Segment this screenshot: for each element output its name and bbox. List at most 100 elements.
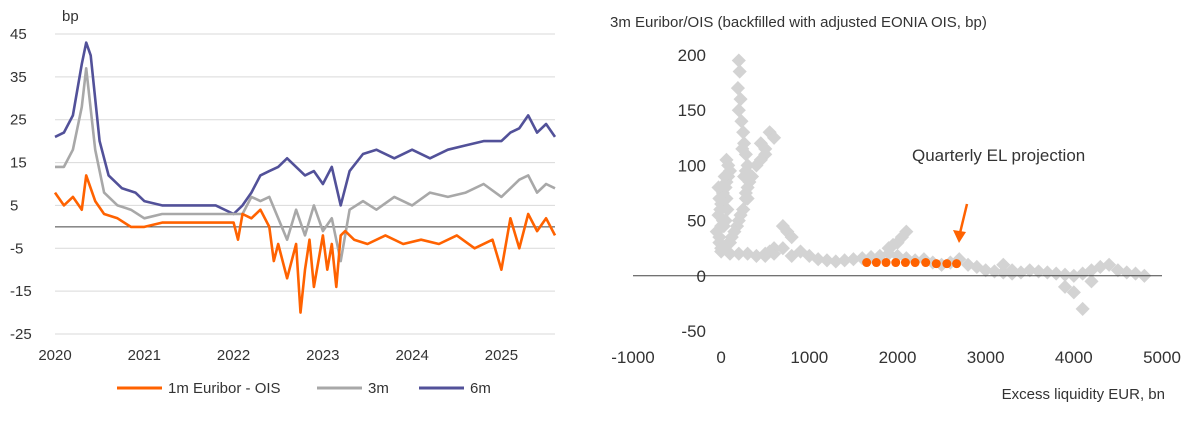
left-series-lines <box>53 41 557 314</box>
history-point <box>1066 285 1081 300</box>
left-x-tick-label: 2023 <box>306 347 339 364</box>
left-y-tick-label: 45 <box>10 26 27 43</box>
history-point <box>731 103 746 118</box>
history-point <box>734 114 749 129</box>
right-scatter-chart: 3m Euribor/OIS (backfilled with adjusted… <box>610 14 1181 403</box>
annotation-arrow <box>953 203 969 243</box>
history-point <box>753 152 768 167</box>
history-point <box>819 253 835 268</box>
legend-label-3m: 3m <box>368 380 389 397</box>
projection-point <box>900 258 910 268</box>
history-point <box>733 92 748 107</box>
history-point <box>775 241 790 256</box>
history-point <box>736 125 751 140</box>
legend-label-6m: 6m <box>470 380 491 397</box>
history-point <box>712 191 727 206</box>
left-x-tick-label: 2025 <box>485 347 518 364</box>
right-y-tick-label: -50 <box>681 322 706 341</box>
history-point <box>713 202 728 217</box>
left-x-tick-labels: 2020 2021 2022 2023 2024 2025 <box>38 347 518 364</box>
left-y-tick-label: 25 <box>10 112 27 129</box>
history-point <box>714 219 729 234</box>
projection-point <box>862 258 872 268</box>
left-y-tick-label: 15 <box>10 155 27 172</box>
series-6m-line <box>54 41 557 216</box>
right-x-tick-label: 4000 <box>1055 348 1093 367</box>
right-x-tick-label: 5000 <box>1143 348 1181 367</box>
projection-point <box>931 259 941 269</box>
left-y-tick-labels: 45 35 25 15 5 -5 -15 -25 <box>10 26 32 343</box>
projection-annotation: Quarterly EL projection <box>912 146 1085 165</box>
history-point <box>766 130 782 145</box>
history-point <box>811 252 826 267</box>
history-point <box>987 264 1002 279</box>
history-point <box>1005 263 1020 278</box>
history-point <box>736 202 751 217</box>
left-y-tick-label: 35 <box>10 69 27 86</box>
history-point <box>717 169 732 184</box>
series-3m-line <box>55 67 556 263</box>
right-y-tick-label: 50 <box>687 212 706 231</box>
right-y-tick-label: 150 <box>678 101 706 120</box>
history-point <box>744 169 760 184</box>
right-y-tick-label: 100 <box>678 156 706 175</box>
left-x-tick-label: 2022 <box>217 347 250 364</box>
history-point <box>952 252 967 267</box>
left-unit-label: bp <box>62 8 79 25</box>
projection-point <box>910 258 920 268</box>
history-point <box>1102 257 1117 272</box>
series-1m-line <box>53 174 557 314</box>
history-point <box>722 246 738 261</box>
right-history-points <box>709 53 1152 316</box>
right-y-tick-label: 0 <box>697 267 706 286</box>
history-point <box>719 152 734 167</box>
left-y-tick-label: -25 <box>10 326 32 343</box>
history-point <box>738 147 753 162</box>
right-chart-title: 3m Euribor/OIS (backfilled with adjusted… <box>610 14 987 31</box>
right-y-tick-labels: 200 150 100 50 0 -50 <box>678 46 706 341</box>
right-x-tick-label: -1000 <box>611 348 654 367</box>
left-y-tick-label: -15 <box>10 283 32 300</box>
history-point <box>714 241 729 256</box>
left-y-tick-label: 5 <box>10 197 18 214</box>
history-point <box>1049 266 1064 281</box>
projection-point <box>952 259 962 269</box>
history-point <box>894 230 909 245</box>
history-point <box>1031 264 1046 279</box>
left-legend: 1m Euribor - OIS 3m 6m <box>117 380 491 397</box>
left-x-tick-label: 2021 <box>128 347 161 364</box>
history-point <box>732 64 747 79</box>
history-point <box>758 141 773 156</box>
right-x-axis-label: Excess liquidity EUR, bn <box>1002 386 1165 403</box>
history-point <box>738 185 753 201</box>
projection-point <box>942 259 952 269</box>
history-point <box>784 230 799 245</box>
history-point <box>996 257 1011 272</box>
left-x-tick-label: 2020 <box>38 347 71 364</box>
legend-label-1m: 1m Euribor - OIS <box>168 380 281 397</box>
projection-point <box>881 258 891 268</box>
history-point <box>846 252 861 267</box>
history-point <box>1057 267 1073 282</box>
right-y-tick-label: 200 <box>678 46 706 65</box>
right-x-tick-label: 3000 <box>967 348 1005 367</box>
history-point <box>711 180 726 195</box>
right-x-tick-label: 0 <box>716 348 725 367</box>
history-point <box>712 230 727 245</box>
left-x-tick-label: 2024 <box>395 347 428 364</box>
right-x-tick-label: 1000 <box>790 348 828 367</box>
right-x-tick-label: 2000 <box>879 348 917 367</box>
projection-point <box>871 258 881 268</box>
right-x-tick-labels: -1000 0 1000 2000 3000 4000 5000 <box>611 348 1181 367</box>
history-point <box>1057 279 1073 294</box>
history-point <box>731 53 746 68</box>
history-point <box>731 246 746 261</box>
left-gridlines <box>55 33 555 335</box>
left-y-tick-label: -5 <box>10 240 23 257</box>
history-point <box>978 263 993 278</box>
history-point <box>758 246 773 261</box>
history-point <box>730 81 745 96</box>
history-point <box>1022 263 1037 278</box>
